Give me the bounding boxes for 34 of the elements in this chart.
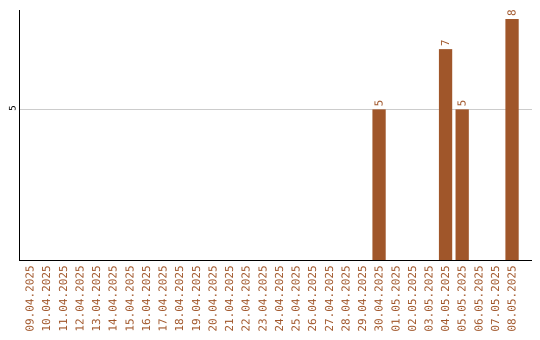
x-tick-label: 15.04.2025: [123, 265, 136, 332]
data-label: 5: [456, 100, 469, 106]
x-tick-label: 19.04.2025: [190, 265, 203, 332]
x-tick-label: 23.04.2025: [256, 265, 270, 332]
x-tick-label: 26.04.2025: [306, 265, 320, 332]
x-tick-label: 13.04.2025: [90, 265, 104, 332]
data-label: 8: [506, 9, 519, 16]
data-label: 5: [372, 100, 386, 106]
x-tick-label: 05.05.2025: [456, 265, 469, 332]
x-tick-label: 07.05.2025: [489, 265, 502, 332]
x-tick-label: 03.05.2025: [422, 265, 436, 332]
x-tick-label: 04.05.2025: [439, 265, 452, 332]
x-tick-label: 20.04.2025: [206, 265, 220, 332]
x-tick-label: 01.05.2025: [389, 265, 402, 332]
x-tick-label: 22.04.2025: [240, 265, 253, 332]
x-tick-label: 28.04.2025: [339, 265, 352, 332]
x-tick-label: 09.04.2025: [24, 265, 37, 332]
x-tick-label: 16.04.2025: [140, 265, 153, 332]
x-tick-label: 02.05.2025: [406, 265, 419, 332]
x-tick-label: 14.04.2025: [106, 265, 120, 332]
x-tick-label: 12.04.2025: [73, 265, 86, 332]
x-tick-label: 30.04.2025: [372, 265, 386, 332]
x-tick-label: 17.04.2025: [156, 265, 170, 332]
x-tick-label: 21.04.2025: [223, 265, 236, 332]
x-tick-label: 11.04.2025: [56, 265, 70, 332]
x-tick-label: 29.04.2025: [356, 265, 370, 332]
x-tick-label: 10.04.2025: [40, 265, 54, 332]
x-tick-label: 08.05.2025: [506, 265, 519, 332]
x-tick-label: 27.04.2025: [322, 265, 336, 332]
x-tick-label: 18.04.2025: [173, 265, 186, 332]
data-label: 7: [439, 40, 452, 46]
x-tick-label: 24.04.2025: [272, 265, 286, 332]
x-tick-label: 25.04.2025: [290, 265, 303, 332]
x-tick-label: 06.05.2025: [472, 265, 486, 332]
